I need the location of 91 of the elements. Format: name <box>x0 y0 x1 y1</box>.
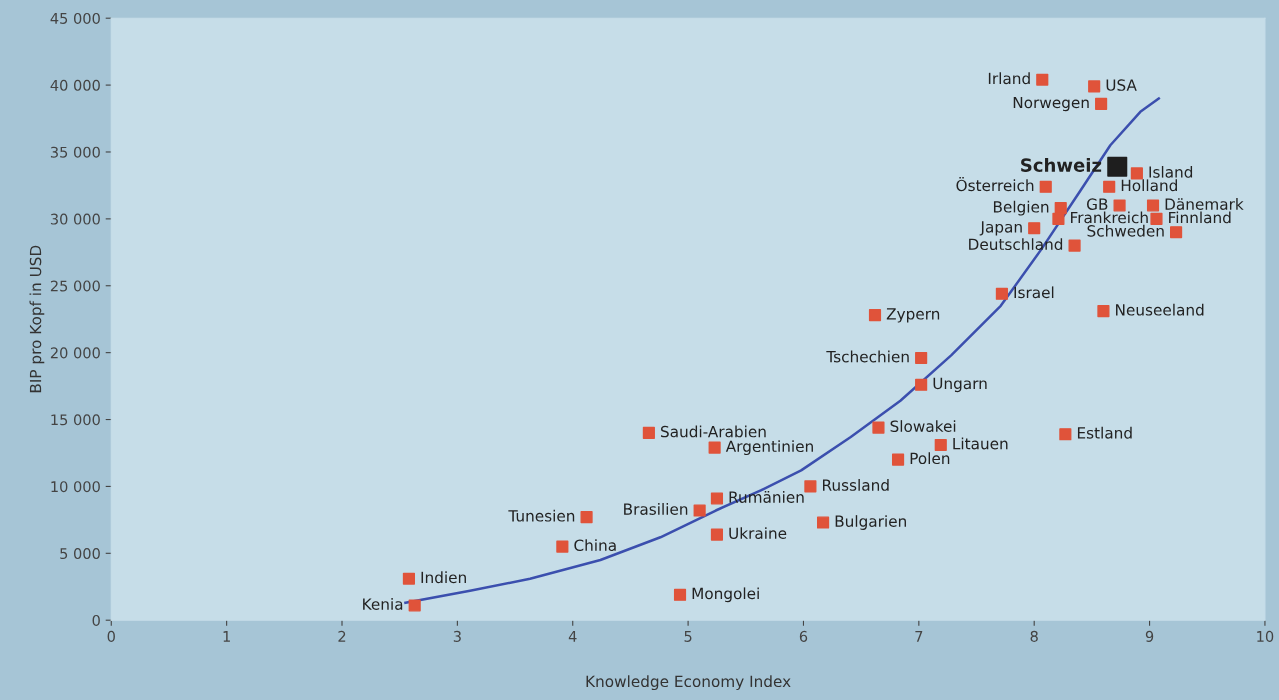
point <box>1036 73 1049 86</box>
point <box>804 480 817 493</box>
annotation: Mongolei <box>692 587 759 603</box>
point <box>1028 222 1041 235</box>
point <box>1097 305 1110 318</box>
x-tick-label: 3 <box>453 630 461 642</box>
annotation: Kenia <box>363 598 403 610</box>
y-tick-label: 30 000 <box>50 213 100 225</box>
point <box>1039 180 1052 193</box>
point <box>1054 202 1067 215</box>
point <box>868 309 882 322</box>
annotation: Neuseeland <box>1116 303 1204 316</box>
annotation: Österreich <box>956 177 1034 192</box>
x-tick-label: 5 <box>684 631 692 642</box>
point <box>1113 199 1126 212</box>
annotation: Norwegen <box>1013 96 1089 112</box>
annotation: Holland <box>1121 179 1177 192</box>
point <box>915 378 928 391</box>
point <box>934 438 947 452</box>
annotation: Japan <box>979 221 1022 236</box>
annotation: GB <box>1087 198 1108 210</box>
x-tick-label: 2 <box>338 630 346 642</box>
point <box>1170 226 1183 239</box>
annotation: Litauen <box>953 437 1008 450</box>
y-axis-title: BIP pro Kopf in USD <box>29 245 45 393</box>
y-tick-label: 10 000 <box>51 481 100 493</box>
x-tick-label: 8 <box>1030 630 1038 642</box>
point <box>642 426 655 439</box>
y-tick-label: 45 000 <box>50 12 100 24</box>
annotation: Israel <box>1014 286 1054 299</box>
annotation: Slowakei <box>890 420 956 432</box>
y-tick-label: 25 000 <box>50 280 100 292</box>
point <box>1146 199 1160 212</box>
y-tick-label: 15 000 <box>51 414 100 426</box>
annotation: Belgien <box>993 200 1049 216</box>
annotation: Ukraine <box>729 527 787 540</box>
annotation: Tschechien <box>826 350 909 363</box>
point <box>673 588 687 601</box>
point <box>556 540 569 553</box>
annotation: Ungarn <box>933 377 987 393</box>
point <box>402 572 415 585</box>
point <box>1130 167 1143 180</box>
annotation: Island <box>1149 165 1193 178</box>
annotation: Polen <box>910 452 950 465</box>
point <box>1103 180 1116 193</box>
point <box>710 528 724 541</box>
y-tick-label: 0 <box>92 614 100 626</box>
annotation: Dänemark <box>1165 198 1244 210</box>
annotation: Estland <box>1077 426 1132 439</box>
annotation: China <box>574 539 616 552</box>
annotation: Schweden <box>1087 224 1164 237</box>
x-tick-label: 0 <box>107 630 115 642</box>
x-tick-label: 10 <box>1257 630 1274 642</box>
point <box>872 421 885 434</box>
x-tick-label: 7 <box>915 631 923 642</box>
y-tick-label: 40 000 <box>50 79 100 91</box>
y-tick-label: 5 000 <box>60 548 100 560</box>
annotation: USA <box>1106 79 1137 91</box>
annotation: Irland <box>988 72 1030 85</box>
point <box>995 287 1008 300</box>
annotation: Indien <box>421 571 466 584</box>
point <box>891 453 905 466</box>
point <box>1107 156 1128 177</box>
point <box>708 441 721 454</box>
point <box>1088 80 1101 93</box>
point <box>1095 97 1108 110</box>
annotation: Saudi-Arabien <box>661 425 766 438</box>
x-tick-label: 1 <box>223 631 230 642</box>
point <box>817 516 830 529</box>
point <box>1068 239 1081 252</box>
x-axis-title: Knowledge Economy Index <box>586 675 791 691</box>
x-tick-label: 4 <box>568 631 577 642</box>
annotation: Tunesien <box>508 509 575 522</box>
annotation: Frankreich <box>1071 211 1148 224</box>
annotation: Finnland <box>1169 211 1231 224</box>
x-tick-label: 9 <box>1145 630 1154 642</box>
y-tick-label: 35 000 <box>50 146 100 158</box>
point <box>580 511 593 524</box>
annotation: Argentinien <box>725 440 813 456</box>
annotation: Russland <box>823 479 889 491</box>
point <box>710 492 724 505</box>
annotation: Zypern <box>886 308 940 323</box>
annotation: Bulgarien <box>835 515 906 530</box>
point <box>693 504 706 517</box>
y-tick-label: 20 000 <box>50 347 100 359</box>
point <box>1059 428 1072 441</box>
annotation: Brasilien <box>624 503 688 515</box>
x-tick-label: 6 <box>799 630 808 642</box>
point <box>915 351 928 365</box>
point <box>408 599 421 612</box>
point <box>1052 212 1065 225</box>
